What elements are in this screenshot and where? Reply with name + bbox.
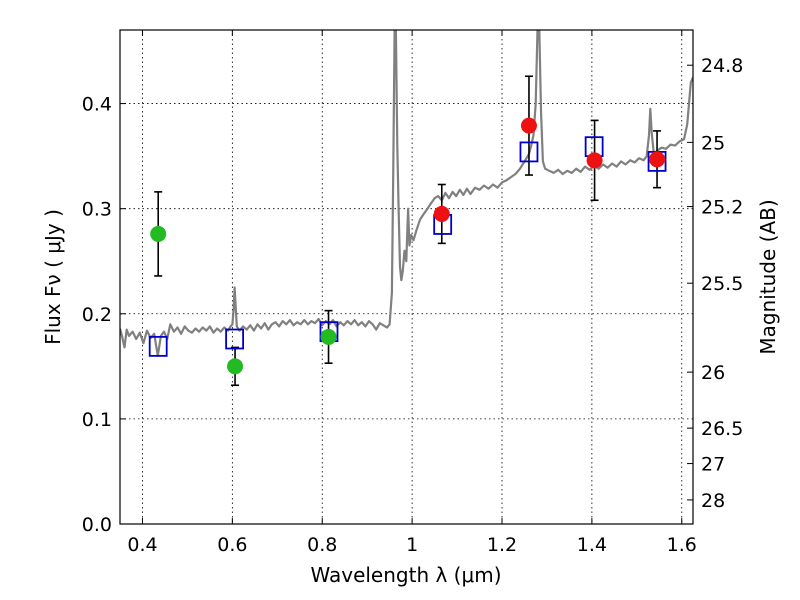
x-tick-label: 1: [406, 534, 418, 556]
tick-layer: 0.4 0.6 0.8 1 1.2 1.4 1.6 0.0 0.1 0.2 0.3 0.4 24.8 25…: [82, 30, 743, 556]
x-tick-label: 0.8: [307, 534, 337, 556]
nir-point-marker: [586, 152, 603, 169]
y2-tick-label: 25.2: [701, 197, 743, 219]
model-square-marker: [225, 328, 245, 350]
nir-point-marker: [433, 205, 450, 222]
y-tick-label: 0.3: [82, 199, 112, 221]
optical-point-marker: [227, 358, 244, 375]
spectrum-layer: [120, 30, 693, 357]
y2-tick-label: 28: [701, 490, 725, 512]
y2-tick-label: 26: [701, 362, 725, 384]
x-tick-label: 0.6: [217, 534, 247, 556]
optical-point-marker: [150, 225, 167, 242]
y2-tick-label: 25.5: [701, 273, 743, 295]
y-tick-label: 0.4: [82, 94, 112, 116]
y2-tick-label: 26.5: [701, 418, 743, 440]
y2-tick-label: 25: [701, 132, 725, 154]
y-tick-label: 0.1: [82, 409, 112, 431]
y-tick-label: 0.0: [82, 514, 112, 536]
y2-tick-label: 24.8: [701, 55, 743, 77]
y2-tick-label: 27: [701, 454, 725, 476]
x-axis-label: Wavelength λ (μm): [310, 563, 501, 587]
model-square-marker: [148, 335, 168, 357]
marker-layer: [148, 117, 667, 375]
x-tick-label: 1.6: [667, 534, 697, 556]
optical-point-marker: [320, 328, 337, 345]
nir-point-marker: [520, 117, 537, 134]
model-square-marker: [519, 141, 539, 163]
x-tick-label: 0.4: [127, 534, 157, 556]
nir-point-marker: [649, 151, 666, 168]
y-axis-label: Flux Fν ( μJy ): [41, 209, 65, 345]
y-tick-label: 0.2: [82, 304, 112, 326]
plot-frame: [119, 29, 694, 525]
grid: [120, 30, 693, 524]
y2-axis-label: Magnitude (AB): [756, 199, 780, 354]
x-tick-label: 1.2: [487, 534, 517, 556]
spectrum-line: [120, 30, 693, 357]
x-tick-label: 1.4: [577, 534, 607, 556]
